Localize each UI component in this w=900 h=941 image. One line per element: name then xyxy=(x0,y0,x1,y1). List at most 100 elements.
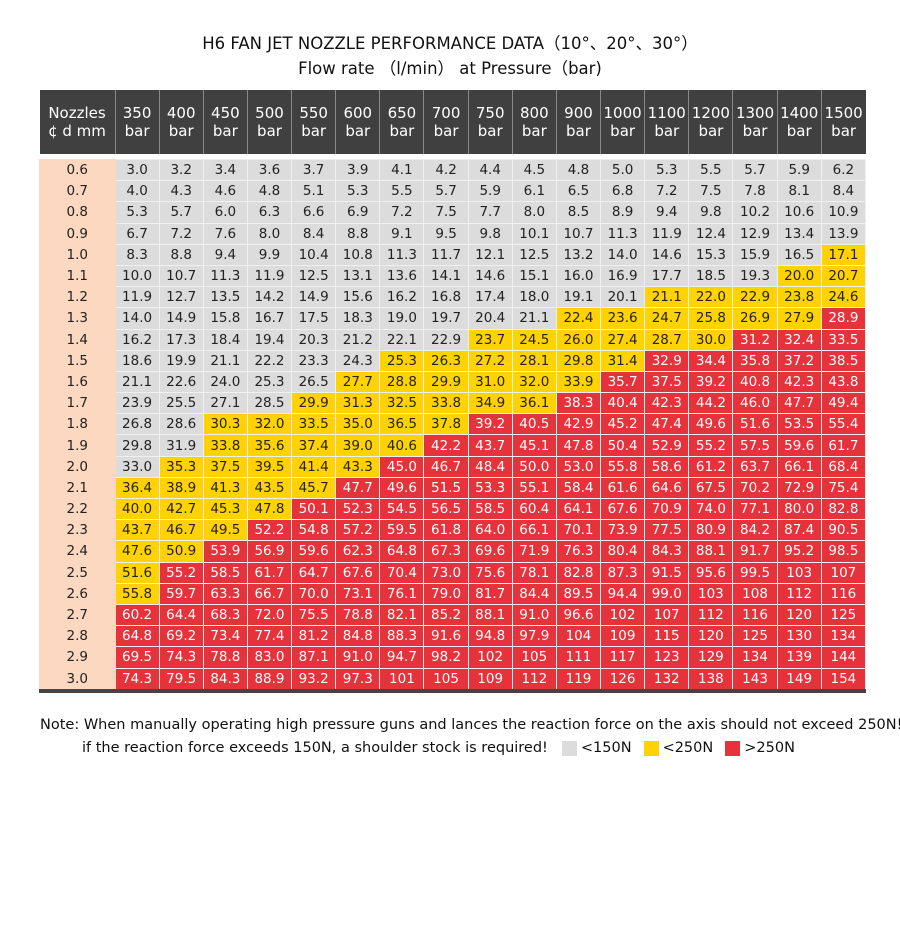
flow-rate-cell: 84.2 xyxy=(732,519,778,542)
flow-rate-cell: 28.9 xyxy=(820,307,867,330)
flow-rate-cell: 23.9 xyxy=(114,392,160,415)
flow-rate-cell: 20.3 xyxy=(291,328,337,351)
table-row: 2.1 36.4 38.9 41.3 43.5 45.7 47.7 49.6 51.5 53.3 5… xyxy=(39,476,867,500)
flow-rate-cell: 69.5 xyxy=(114,646,160,669)
flow-rate-cell: 70.0 xyxy=(291,582,337,605)
flow-rate-cell: 5.3 xyxy=(335,180,381,203)
flow-rate-cell: 70.2 xyxy=(732,476,778,500)
header-gap xyxy=(39,154,866,160)
flow-rate-cell: 7.8 xyxy=(732,180,778,203)
nozzle-size-cell: 2.3 xyxy=(39,519,116,542)
flow-rate-cell: 55.1 xyxy=(511,476,557,500)
flow-rate-cell: 40.6 xyxy=(379,434,425,457)
flow-rate-cell: 95.2 xyxy=(776,540,822,563)
nozzle-size-cell: 2.1 xyxy=(39,476,116,500)
flow-rate-cell: 111 xyxy=(555,646,602,669)
legend-label: <150N xyxy=(580,740,632,756)
table-bottom-border xyxy=(39,689,866,693)
table-row: 1.5 18.6 19.9 21.1 22.2 23.3 24.3 25.3 26.3 27.2 2… xyxy=(39,349,867,372)
flow-rate-cell: 53.3 xyxy=(467,476,513,500)
flow-rate-cell: 10.7 xyxy=(158,264,204,288)
flow-rate-cell: 105 xyxy=(511,646,557,669)
flow-rate-cell: 8.0 xyxy=(246,222,293,245)
flow-rate-cell: 50.4 xyxy=(600,434,646,457)
flow-rate-cell: 14.9 xyxy=(158,307,204,330)
flow-rate-cell: 64.8 xyxy=(379,540,425,563)
flow-rate-cell: 50.0 xyxy=(511,455,557,478)
flow-rate-cell: 7.2 xyxy=(379,201,425,224)
flow-rate-cell: 23.7 xyxy=(467,328,513,351)
flow-rate-cell: 25.5 xyxy=(158,392,204,415)
flow-rate-cell: 54.5 xyxy=(379,497,425,521)
flow-rate-cell: 11.9 xyxy=(644,222,690,245)
flow-rate-cell: 33.8 xyxy=(202,434,248,457)
header-pressure-value: 1300 xyxy=(735,104,775,122)
flow-rate-cell: 24.3 xyxy=(335,349,381,372)
flow-rate-cell: 40.0 xyxy=(114,497,160,521)
nozzle-size-cell: 0.7 xyxy=(39,180,116,203)
flow-rate-cell: 4.8 xyxy=(246,180,293,203)
flow-rate-cell: 31.4 xyxy=(600,349,646,372)
flow-rate-cell: 51.6 xyxy=(114,561,160,584)
flow-rate-cell: 15.1 xyxy=(511,264,557,288)
header-pressure-600: 600 bar xyxy=(335,90,380,154)
flow-rate-cell: 67.3 xyxy=(423,540,469,563)
flow-rate-cell: 99.0 xyxy=(644,582,690,605)
flow-rate-cell: 22.0 xyxy=(688,286,734,309)
flow-rate-cell: 88.1 xyxy=(467,603,513,627)
header-pressure-unit: bar xyxy=(477,122,503,140)
header-pressure-value: 700 xyxy=(431,104,461,122)
flow-rate-cell: 42.7 xyxy=(158,497,204,521)
nozzle-size-cell: 1.5 xyxy=(39,349,116,372)
flow-rate-cell: 52.2 xyxy=(246,519,293,542)
nozzle-size-cell: 1.9 xyxy=(39,434,116,457)
flow-rate-cell: 35.3 xyxy=(158,455,204,478)
flow-rate-cell: 75.6 xyxy=(467,561,513,584)
flow-rate-cell: 17.3 xyxy=(158,328,204,351)
flow-rate-cell: 81.7 xyxy=(467,582,513,605)
flow-rate-cell: 6.3 xyxy=(246,201,293,224)
flow-rate-cell: 74.3 xyxy=(114,667,160,690)
flow-rate-cell: 81.2 xyxy=(291,625,337,648)
flow-rate-cell: 37.4 xyxy=(291,434,337,457)
flow-rate-cell: 12.1 xyxy=(467,243,513,266)
flow-rate-cell: 26.0 xyxy=(555,328,602,351)
flow-rate-cell: 120 xyxy=(776,603,822,627)
flow-rate-cell: 59.7 xyxy=(158,582,204,605)
flow-rate-cell: 3.6 xyxy=(246,158,293,182)
header-pressure-350: 350 bar xyxy=(114,90,160,154)
flow-rate-cell: 42.2 xyxy=(423,434,469,457)
flow-rate-cell: 13.4 xyxy=(776,222,822,245)
flow-rate-cell: 28.7 xyxy=(644,328,690,351)
header-pressure-450: 450 bar xyxy=(202,90,248,154)
flow-rate-cell: 34.4 xyxy=(688,349,734,372)
flow-rate-cell: 36.1 xyxy=(511,392,557,415)
flow-rate-cell: 99.5 xyxy=(732,561,778,584)
header-pressure-unit: bar xyxy=(124,122,150,140)
flow-rate-cell: 57.2 xyxy=(335,519,381,542)
nozzle-size-cell: 1.7 xyxy=(39,392,116,415)
flow-rate-cell: 22.6 xyxy=(158,370,204,394)
flow-rate-cell: 18.0 xyxy=(511,286,557,309)
flow-rate-cell: 107 xyxy=(644,603,690,627)
flow-rate-cell: 55.4 xyxy=(820,413,867,436)
flow-rate-cell: 7.2 xyxy=(158,222,204,245)
flow-rate-cell: 15.6 xyxy=(335,286,381,309)
flow-rate-cell: 32.0 xyxy=(511,370,557,394)
flow-rate-cell: 19.3 xyxy=(732,264,778,288)
flow-rate-cell: 88.1 xyxy=(688,540,734,563)
flow-rate-cell: 77.5 xyxy=(644,519,690,542)
flow-rate-cell: 30.3 xyxy=(202,413,248,436)
flow-rate-cell: 58.4 xyxy=(555,476,602,500)
flow-rate-cell: 50.9 xyxy=(158,540,204,563)
flow-rate-cell: 10.6 xyxy=(776,201,822,224)
note-line-2: if the reaction force exceeds 150N, a sh… xyxy=(82,740,795,756)
table-row: 2.4 47.6 50.9 53.9 56.9 59.6 62.3 64.8 67.3 69.6 7… xyxy=(39,540,867,563)
flow-rate-cell: 73.9 xyxy=(600,519,646,542)
flow-rate-cell: 112 xyxy=(688,603,734,627)
table-row: 1.4 16.2 17.3 18.4 19.4 20.3 21.2 22.1 22.9 23.7 2… xyxy=(39,328,867,351)
flow-rate-cell: 116 xyxy=(732,603,778,627)
flow-rate-cell: 66.7 xyxy=(246,582,293,605)
flow-rate-cell: 8.4 xyxy=(820,180,867,203)
flow-rate-cell: 45.1 xyxy=(511,434,557,457)
